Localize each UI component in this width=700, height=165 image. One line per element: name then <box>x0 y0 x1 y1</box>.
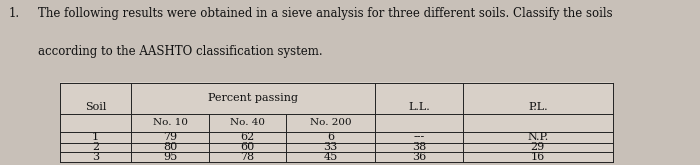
Text: 80: 80 <box>163 142 177 152</box>
Text: L.L.: L.L. <box>408 102 430 112</box>
Text: 45: 45 <box>323 152 337 162</box>
Text: 16: 16 <box>531 152 545 162</box>
Text: 38: 38 <box>412 142 426 152</box>
Text: 36: 36 <box>412 152 426 162</box>
Text: 2: 2 <box>92 142 99 152</box>
Text: 6: 6 <box>327 132 334 142</box>
Text: according to the AASHTO classification system.: according to the AASHTO classification s… <box>38 45 323 58</box>
Text: 1.: 1. <box>9 7 20 20</box>
Text: The following results were obtained in a sieve analysis for three different soil: The following results were obtained in a… <box>38 7 613 20</box>
Text: No. 10: No. 10 <box>153 118 188 127</box>
Text: 60: 60 <box>240 142 255 152</box>
Text: Soil: Soil <box>85 102 106 112</box>
Text: 29: 29 <box>531 142 545 152</box>
Text: 1: 1 <box>92 132 99 142</box>
Text: P.L.: P.L. <box>528 102 547 112</box>
Text: 95: 95 <box>163 152 177 162</box>
Text: 79: 79 <box>163 132 177 142</box>
Text: No. 200: No. 200 <box>309 118 351 127</box>
Text: 3: 3 <box>92 152 99 162</box>
Text: 62: 62 <box>240 132 255 142</box>
Text: Percent passing: Percent passing <box>208 93 298 103</box>
Text: N.P.: N.P. <box>527 132 549 142</box>
Text: 33: 33 <box>323 142 337 152</box>
Text: No. 40: No. 40 <box>230 118 265 127</box>
Text: 78: 78 <box>241 152 255 162</box>
Bar <box>60 82 612 162</box>
Text: ---: --- <box>413 132 425 142</box>
